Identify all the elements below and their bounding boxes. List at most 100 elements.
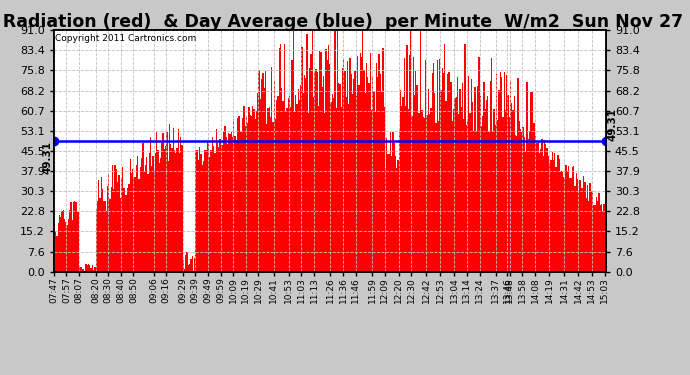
Bar bbox=[342, 68, 343, 272]
Bar bbox=[353, 79, 355, 272]
Bar bbox=[233, 119, 235, 272]
Bar bbox=[437, 60, 438, 272]
Bar bbox=[490, 81, 491, 272]
Bar bbox=[81, 269, 83, 272]
Bar bbox=[426, 115, 428, 272]
Bar bbox=[68, 219, 69, 272]
Bar bbox=[386, 138, 387, 272]
Bar bbox=[74, 201, 75, 272]
Bar bbox=[601, 204, 602, 272]
Bar bbox=[333, 98, 334, 272]
Bar bbox=[404, 58, 405, 272]
Bar bbox=[397, 160, 399, 272]
Bar bbox=[237, 118, 238, 272]
Bar bbox=[297, 89, 299, 272]
Bar bbox=[242, 117, 244, 272]
Bar bbox=[188, 265, 189, 272]
Bar bbox=[208, 142, 209, 272]
Bar bbox=[170, 144, 171, 272]
Bar bbox=[204, 150, 206, 272]
Bar bbox=[400, 90, 401, 272]
Bar bbox=[429, 114, 431, 272]
Bar bbox=[376, 63, 377, 272]
Bar bbox=[102, 189, 103, 272]
Bar bbox=[467, 119, 468, 272]
Bar bbox=[128, 184, 130, 272]
Bar bbox=[415, 71, 416, 272]
Bar bbox=[103, 201, 104, 272]
Text: Copyright 2011 Cartronics.com: Copyright 2011 Cartronics.com bbox=[55, 34, 196, 43]
Bar bbox=[597, 201, 598, 272]
Bar bbox=[565, 165, 566, 272]
Bar bbox=[431, 74, 433, 272]
Bar bbox=[472, 102, 473, 272]
Bar bbox=[259, 99, 261, 272]
Bar bbox=[331, 102, 332, 272]
Bar bbox=[428, 89, 429, 272]
Bar bbox=[458, 114, 460, 272]
Bar bbox=[161, 143, 162, 272]
Bar bbox=[588, 201, 589, 272]
Bar bbox=[99, 198, 101, 272]
Bar bbox=[423, 117, 424, 272]
Bar bbox=[250, 115, 251, 272]
Bar bbox=[320, 52, 322, 272]
Bar bbox=[69, 210, 70, 272]
Bar bbox=[496, 74, 497, 272]
Bar bbox=[577, 179, 578, 272]
Bar bbox=[274, 81, 275, 272]
Bar bbox=[492, 131, 493, 272]
Bar bbox=[271, 67, 273, 272]
Bar bbox=[238, 116, 239, 272]
Bar bbox=[516, 136, 518, 272]
Bar bbox=[89, 266, 90, 272]
Bar bbox=[347, 61, 348, 272]
Bar bbox=[90, 268, 92, 272]
Bar bbox=[569, 178, 571, 272]
Bar bbox=[405, 106, 406, 272]
Bar bbox=[370, 54, 371, 272]
Bar bbox=[359, 53, 361, 272]
Bar bbox=[293, 30, 294, 272]
Bar bbox=[435, 123, 437, 272]
Bar bbox=[401, 106, 402, 272]
Bar bbox=[551, 152, 553, 272]
Bar bbox=[291, 60, 293, 272]
Bar bbox=[529, 130, 530, 272]
Bar bbox=[448, 72, 449, 272]
Bar bbox=[223, 131, 224, 272]
Bar bbox=[453, 109, 454, 272]
Bar bbox=[388, 154, 390, 272]
Bar bbox=[357, 56, 358, 272]
Bar bbox=[425, 60, 426, 272]
Bar bbox=[358, 85, 359, 272]
Bar bbox=[546, 148, 548, 272]
Bar bbox=[126, 195, 127, 272]
Bar bbox=[454, 98, 455, 272]
Bar bbox=[587, 186, 588, 272]
Bar bbox=[368, 83, 370, 272]
Bar bbox=[539, 153, 540, 272]
Bar bbox=[323, 75, 324, 272]
Bar bbox=[169, 124, 170, 272]
Bar bbox=[582, 188, 583, 272]
Bar bbox=[328, 45, 329, 272]
Bar bbox=[600, 206, 601, 272]
Bar bbox=[498, 90, 500, 272]
Text: Solar Radiation (red)  & Day Average (blue)  per Minute  W/m2  Sun Nov 27 15:05: Solar Radiation (red) & Day Average (blu… bbox=[0, 13, 690, 31]
Bar bbox=[348, 104, 349, 272]
Bar bbox=[303, 93, 304, 272]
Bar bbox=[98, 180, 99, 272]
Bar bbox=[475, 131, 477, 272]
Bar bbox=[125, 195, 126, 272]
Bar bbox=[355, 71, 356, 272]
Bar bbox=[159, 163, 160, 272]
Bar bbox=[266, 124, 267, 272]
Bar bbox=[146, 157, 147, 272]
Bar bbox=[255, 119, 256, 272]
Bar bbox=[168, 161, 169, 272]
Bar bbox=[72, 202, 74, 272]
Bar bbox=[119, 198, 121, 272]
Bar bbox=[144, 172, 145, 272]
Bar bbox=[520, 129, 521, 272]
